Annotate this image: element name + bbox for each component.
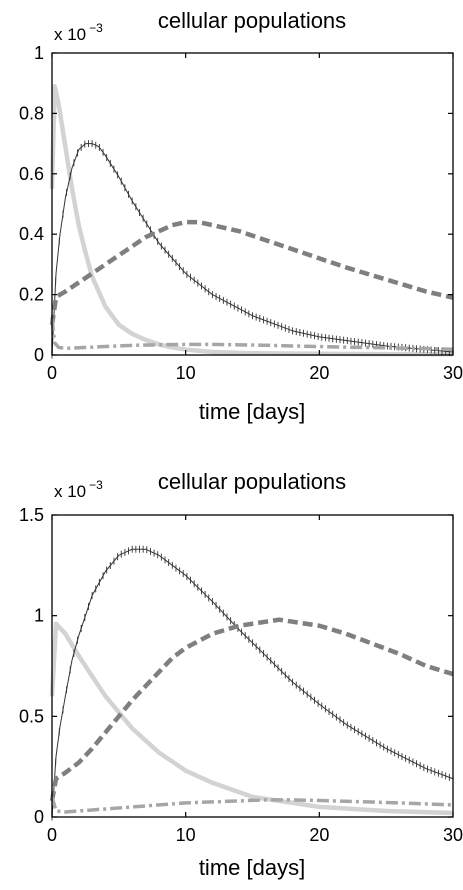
series-line-1 <box>49 83 453 357</box>
plot-background <box>52 53 453 355</box>
line-chart-bottom: x 10 −3 cellular populations time [days] … <box>19 469 463 880</box>
x-tick-label: 20 <box>309 825 329 845</box>
y-tick-label: 0.8 <box>19 103 44 123</box>
x-tick-label: 20 <box>309 363 329 383</box>
chart-panel-bottom: x 10 −3 cellular populations time [days] … <box>0 445 463 890</box>
chart-title: cellular populations <box>158 469 346 494</box>
y-tick-label: 1.5 <box>19 505 44 525</box>
series-line-3 <box>49 219 454 326</box>
x-tick-label: 10 <box>176 363 196 383</box>
x-tick-label: 10 <box>176 825 196 845</box>
y-tick-label: 0 <box>34 345 44 365</box>
x-axis-label: time [days] <box>199 399 305 424</box>
chart-title: cellular populations <box>158 8 346 33</box>
chart-panel-top: x 10 −3 cellular populations time [days] … <box>19 8 463 424</box>
y-tick-label: 1 <box>34 43 44 63</box>
series-line-4 <box>50 318 454 352</box>
plot-area <box>49 52 454 359</box>
y-tick-label: 0.2 <box>19 285 44 305</box>
y-tick-label: 0.6 <box>19 164 44 184</box>
y-multiplier: x 10 −3 <box>54 478 103 501</box>
x-tick-label: 0 <box>47 363 57 383</box>
y-tick-label: 0.5 <box>19 706 44 726</box>
series-line-4 <box>50 796 454 814</box>
series-line-2 <box>51 143 454 356</box>
line-chart-top: x 10 −3 cellular populations time [days] … <box>19 8 463 424</box>
x-tick-label: 30 <box>443 825 463 845</box>
x-axis-label: time [days] <box>199 855 305 880</box>
series-line-1 <box>49 621 454 816</box>
plot-area <box>49 514 454 821</box>
y-tick-label: 0 <box>34 807 44 827</box>
y-multiplier: x 10 −3 <box>54 21 103 44</box>
plot-frame <box>51 52 454 356</box>
series-markers-2 <box>51 140 454 359</box>
plot-background <box>52 515 453 817</box>
y-tick-label: 0.4 <box>19 224 44 244</box>
y-tick-label: 1 <box>34 606 44 626</box>
series-line-3 <box>49 617 454 802</box>
plot-frame <box>51 514 454 818</box>
x-tick-label: 0 <box>47 825 57 845</box>
x-tick-label: 30 <box>443 363 463 383</box>
